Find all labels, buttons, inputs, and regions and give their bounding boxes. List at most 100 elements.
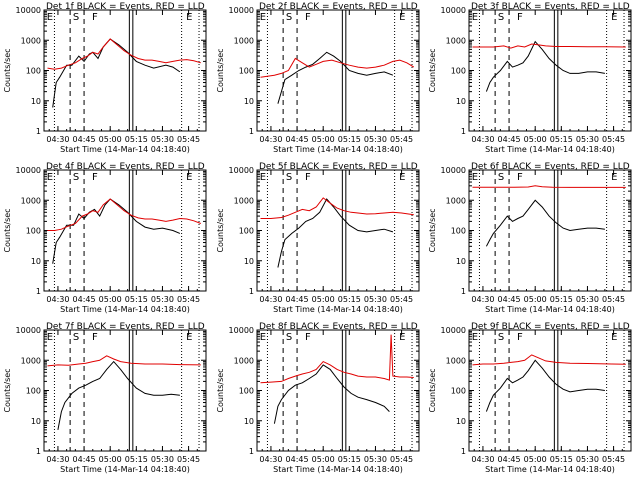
y-tick-label: 10: [31, 417, 41, 426]
x-tick-label: 04:45: [73, 295, 96, 304]
region-label: E: [399, 12, 405, 23]
chart-title: Det 1f BLACK = Events, RED = LLD: [46, 2, 205, 12]
chart-panel-5: Det 5f BLACK = Events, RED = LLD 1 10 100 10…: [216, 162, 420, 314]
lld-series-line: [47, 198, 201, 231]
region-label: S: [286, 332, 292, 343]
y-tick-label: 10000: [441, 166, 466, 175]
y-axis-label: Counts/sec: [216, 368, 225, 412]
y-tick-label: 10000: [441, 6, 466, 15]
x-tick-label: 05:00: [312, 455, 335, 464]
x-tick-label: 05:45: [177, 295, 200, 304]
region-label: E: [472, 12, 478, 23]
x-tick-label: 04:45: [286, 455, 309, 464]
region-label: F: [305, 12, 311, 23]
y-axis-label: Counts/sec: [3, 368, 12, 412]
y-tick-label: 1: [461, 447, 466, 456]
region-label: E: [260, 332, 266, 343]
x-tick-label: 05:30: [364, 455, 387, 464]
y-tick-label: 100: [239, 227, 254, 236]
region-label: S: [498, 12, 504, 23]
y-tick-label: 1000: [446, 36, 466, 45]
x-tick-label: 04:30: [46, 135, 69, 144]
y-tick-label: 10: [456, 257, 466, 266]
x-tick-label: 04:30: [46, 295, 69, 304]
x-tick-label: 05:30: [151, 295, 174, 304]
chart-panel-4: Det 4f BLACK = Events, RED = LLD 1 10 100 10…: [3, 162, 207, 314]
region-label: E: [611, 172, 617, 183]
x-axis-label: Start Time (14-Mar-14 04:18:40): [485, 305, 615, 314]
y-tick-label: 10000: [229, 166, 254, 175]
events-series-line: [52, 198, 181, 264]
y-tick-label: 1000: [234, 196, 254, 205]
chart-panel-9: Det 9f BLACK = Events, RED = LLD 1 10 100 10…: [428, 322, 632, 474]
x-tick-label: 04:45: [498, 135, 521, 144]
lld-series-line: [472, 185, 626, 188]
y-tick-label: 1000: [234, 356, 254, 365]
y-tick-label: 10000: [16, 6, 41, 15]
y-tick-label: 100: [26, 67, 41, 76]
region-label: S: [73, 12, 79, 23]
x-tick-label: 05:15: [550, 455, 573, 464]
x-tick-label: 04:30: [46, 455, 69, 464]
lld-series-line: [47, 38, 201, 70]
x-tick-label: 05:45: [390, 295, 413, 304]
y-tick-label: 100: [26, 227, 41, 236]
events-series-line: [273, 364, 390, 424]
region-label: E: [186, 12, 192, 23]
y-axis-label: Counts/sec: [428, 48, 437, 92]
y-tick-label: 10: [244, 257, 254, 266]
y-axis-label: Counts/sec: [3, 48, 12, 92]
x-axis-label: Start Time (14-Mar-14 04:18:40): [60, 465, 190, 474]
lld-series-line: [260, 57, 415, 78]
region-label: F: [92, 172, 98, 183]
x-tick-label: 04:30: [471, 295, 494, 304]
region-label: F: [517, 12, 523, 23]
y-tick-label: 10: [31, 257, 41, 266]
x-tick-label: 04:45: [286, 295, 309, 304]
y-tick-label: 1000: [21, 356, 41, 365]
region-label: S: [73, 172, 79, 183]
events-series-line: [277, 198, 394, 268]
events-series-line: [485, 359, 605, 412]
chart-title: Det 7f BLACK = Events, RED = LLD: [46, 322, 205, 332]
y-tick-label: 1000: [234, 36, 254, 45]
region-label: E: [611, 12, 617, 23]
x-tick-label: 05:45: [390, 455, 413, 464]
region-label: F: [517, 172, 523, 183]
x-tick-label: 04:45: [286, 135, 309, 144]
y-tick-label: 100: [451, 67, 466, 76]
x-tick-label: 04:45: [498, 455, 521, 464]
events-series-line: [485, 199, 605, 247]
y-tick-label: 1: [36, 127, 41, 136]
x-tick-label: 04:45: [73, 135, 96, 144]
y-tick-label: 10: [456, 97, 466, 106]
x-tick-label: 05:15: [338, 135, 361, 144]
y-axis-label: Counts/sec: [3, 208, 12, 252]
x-tick-label: 05:15: [550, 135, 573, 144]
x-axis-label: Start Time (14-Mar-14 04:18:40): [273, 305, 403, 314]
y-tick-label: 10000: [229, 6, 254, 15]
y-tick-label: 100: [451, 387, 466, 396]
region-label: E: [47, 172, 53, 183]
region-label: E: [186, 172, 192, 183]
x-tick-label: 05:15: [125, 295, 148, 304]
region-label: E: [47, 332, 53, 343]
chart-title: Det 3f BLACK = Events, RED = LLD: [471, 2, 630, 12]
x-tick-label: 04:30: [259, 135, 282, 144]
x-tick-label: 05:00: [524, 455, 547, 464]
region-label: E: [260, 12, 266, 23]
y-tick-label: 100: [26, 387, 41, 396]
x-tick-label: 05:30: [151, 455, 174, 464]
y-tick-label: 1: [461, 127, 466, 136]
chart-panel-7: Det 7f BLACK = Events, RED = LLD 1 10 100 10…: [3, 322, 207, 474]
events-series-line: [57, 360, 180, 430]
y-tick-label: 10: [244, 417, 254, 426]
y-tick-label: 10: [244, 97, 254, 106]
y-tick-label: 1: [36, 447, 41, 456]
x-tick-label: 05:30: [364, 135, 387, 144]
region-label: E: [399, 332, 405, 343]
region-label: F: [92, 332, 98, 343]
events-series-line: [52, 38, 181, 108]
x-tick-label: 05:15: [125, 455, 148, 464]
